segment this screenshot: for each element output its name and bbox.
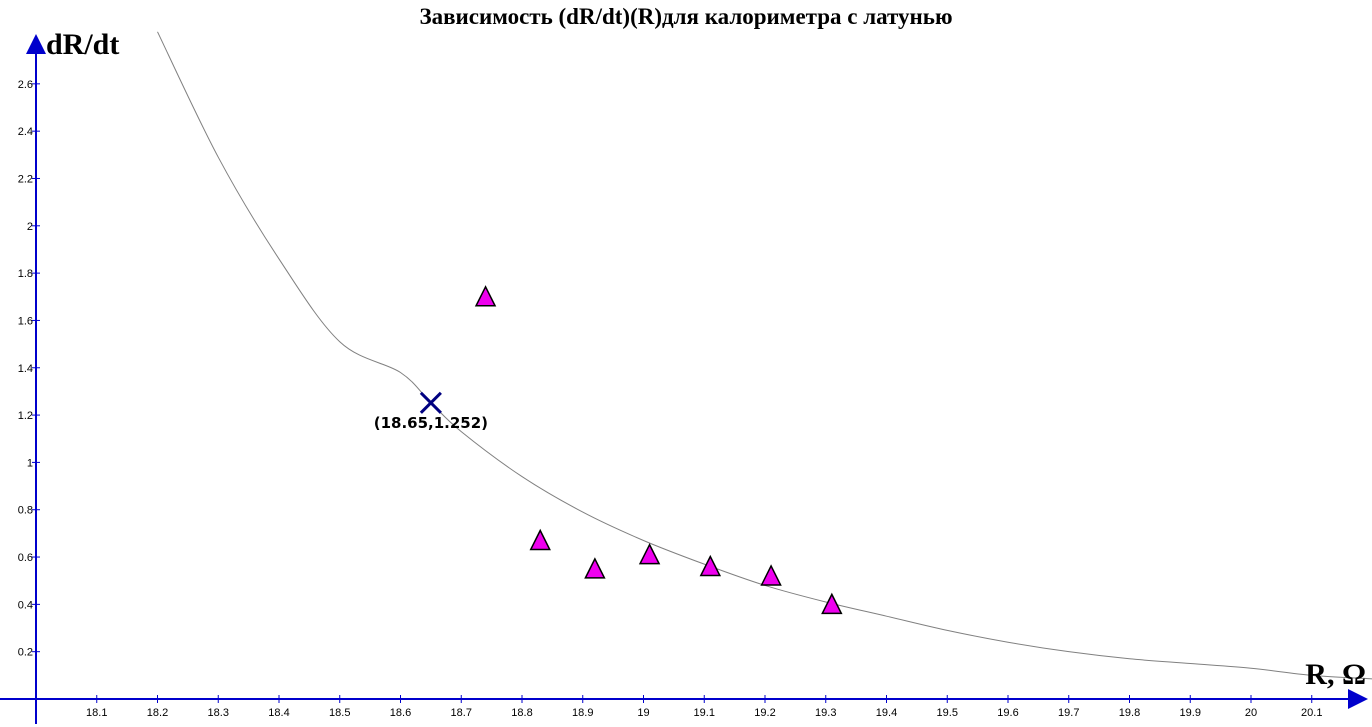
y-tick-label: 2.6 <box>18 79 33 91</box>
y-tick-label: 1 <box>27 457 33 469</box>
data-points <box>474 285 843 615</box>
annotation-label: (18.65,1.252) <box>374 414 488 432</box>
x-tick-label: 19.7 <box>1058 707 1079 719</box>
y-tick-label: 0.4 <box>18 599 33 611</box>
x-tick-label: 18.1 <box>86 707 107 719</box>
annotation-cross-line <box>419 391 442 414</box>
x-tick-label: 19.3 <box>815 707 836 719</box>
x-tick-label: 18.4 <box>268 707 289 719</box>
data-point <box>821 592 843 615</box>
y-tick-label: 1.8 <box>18 268 33 280</box>
y-tick-label: 1.6 <box>18 315 33 327</box>
x-tick-label: 18.2 <box>147 707 168 719</box>
data-point <box>699 554 722 577</box>
x-axis-label: R, Ω <box>1305 658 1366 691</box>
y-tick-label: 0.2 <box>18 647 33 659</box>
data-point <box>474 285 497 307</box>
y-tick-label: 2.2 <box>18 173 33 185</box>
y-axis-ticks: 0.2 0.4 0.6 0.8 1 1.2 1.4 1.6 1.8 2 2.2 2.4 2.6 <box>18 79 40 659</box>
x-axis-ticks: 18.1 18.2 18.3 18.4 18.5 18.6 18.7 18.8 18.9 19 19… <box>86 695 1322 719</box>
x-tick-label: 19.2 <box>754 707 775 719</box>
y-tick-label: 1.2 <box>18 410 33 422</box>
x-tick-label: 19.6 <box>997 707 1018 719</box>
annotation-marker: (18.65,1.252) <box>374 391 488 432</box>
data-point <box>529 528 551 551</box>
data-point <box>584 557 606 579</box>
axes <box>0 34 1368 724</box>
chart-title: Зависимость (dR/dt)(R)для калориметра с … <box>419 4 952 29</box>
data-point <box>760 564 782 586</box>
x-tick-label: 19.1 <box>694 707 715 719</box>
x-tick-label: 18.5 <box>329 707 350 719</box>
x-tick-label: 19.4 <box>876 707 897 719</box>
x-tick-label: 18.9 <box>572 707 593 719</box>
x-tick-label: 19.8 <box>1119 707 1140 719</box>
y-axis-label: dR/dt <box>46 28 119 61</box>
x-tick-label: 20.1 <box>1301 707 1322 719</box>
y-tick-label: 1.4 <box>18 363 33 375</box>
x-tick-label: 18.6 <box>390 707 411 719</box>
x-tick-label: 18.3 <box>208 707 229 719</box>
y-tick-label: 0.6 <box>18 552 33 564</box>
fit-curve <box>157 31 1372 680</box>
y-tick-label: 2.4 <box>18 126 33 138</box>
x-tick-label: 19.9 <box>1180 707 1201 719</box>
y-tick-label: 0.8 <box>18 505 33 517</box>
x-tick-label: 18.7 <box>451 707 472 719</box>
x-tick-label: 18.8 <box>511 707 532 719</box>
x-tick-label: 19 <box>637 707 649 719</box>
y-tick-label: 2 <box>27 221 33 233</box>
x-tick-label: 19.5 <box>937 707 958 719</box>
x-tick-label: 20 <box>1245 707 1257 719</box>
data-point <box>638 542 661 565</box>
